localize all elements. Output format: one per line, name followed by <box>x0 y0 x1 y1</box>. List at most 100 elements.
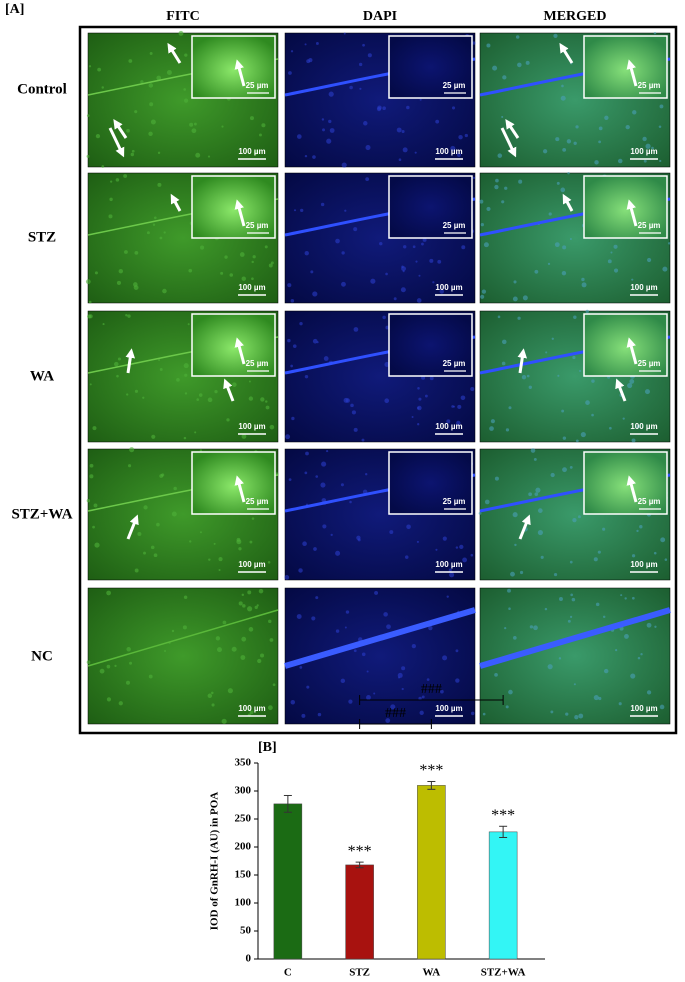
cell <box>526 374 530 378</box>
cell <box>653 31 657 35</box>
cell <box>268 263 273 268</box>
cell <box>292 344 297 348</box>
cell <box>157 151 161 155</box>
cell <box>260 653 265 658</box>
cell <box>580 432 586 438</box>
cell <box>518 179 523 184</box>
micrograph: 100 µm <box>86 587 279 725</box>
cell <box>301 713 306 718</box>
cell <box>312 155 316 159</box>
cell <box>241 276 246 281</box>
cell <box>374 590 379 595</box>
cell <box>486 43 491 48</box>
cell <box>613 244 618 249</box>
cell <box>497 153 503 158</box>
cell <box>534 269 539 274</box>
cell <box>579 369 582 373</box>
cell <box>199 531 202 534</box>
cell <box>416 298 422 303</box>
cell <box>530 448 536 453</box>
cell <box>328 119 332 124</box>
cell <box>251 277 254 281</box>
cell <box>664 558 668 561</box>
arrow <box>562 193 574 212</box>
cell <box>359 87 362 90</box>
cell <box>267 705 273 711</box>
arrow <box>113 119 128 139</box>
cell <box>306 59 311 64</box>
cell <box>504 186 508 190</box>
cell <box>609 426 612 430</box>
row-label: STZ+WA <box>11 506 72 522</box>
arrow <box>234 475 246 503</box>
cell <box>241 636 247 642</box>
cell <box>479 199 484 204</box>
cell <box>384 398 390 404</box>
cell <box>642 136 647 142</box>
cell <box>547 262 551 266</box>
bar <box>417 785 446 960</box>
cell <box>343 397 349 403</box>
cell <box>462 557 468 563</box>
cell <box>257 658 262 664</box>
cell <box>602 615 606 619</box>
y-axis-label: IOD of GnRH-I (AU) in POA <box>209 792 221 930</box>
cell <box>248 396 254 401</box>
micrograph: 100 µm 25 µm <box>284 172 476 304</box>
cell <box>537 508 543 513</box>
cell <box>534 492 539 496</box>
cell <box>208 558 211 561</box>
cell <box>241 593 245 597</box>
cell <box>335 238 340 244</box>
cell <box>397 676 401 679</box>
cell <box>173 486 177 491</box>
cell <box>385 718 391 723</box>
arrow <box>626 199 638 227</box>
cell <box>560 187 566 193</box>
cell <box>183 595 188 600</box>
cell <box>359 62 363 67</box>
cell <box>456 420 461 426</box>
cell <box>199 449 203 452</box>
cell <box>188 268 193 273</box>
row-label: WA <box>30 368 54 384</box>
cell <box>207 155 211 158</box>
cell <box>86 499 91 503</box>
cell <box>569 615 573 619</box>
cell <box>421 695 425 699</box>
cell <box>226 418 230 422</box>
cell <box>149 51 153 55</box>
cell <box>533 625 538 631</box>
cell <box>396 127 402 133</box>
cell <box>581 277 585 282</box>
cell <box>545 351 548 354</box>
cell <box>92 525 95 529</box>
cell <box>514 543 517 547</box>
cell <box>129 447 135 453</box>
arrow <box>517 348 528 374</box>
cell <box>622 417 625 420</box>
cell <box>544 607 548 611</box>
inset-scale-label: 25 µm <box>246 497 269 506</box>
cell <box>370 278 376 284</box>
cell <box>183 363 189 369</box>
cell <box>353 649 357 653</box>
inset-scale-label: 25 µm <box>443 359 466 368</box>
cell <box>304 43 307 46</box>
scale-label: 100 µm <box>238 147 265 156</box>
cell <box>403 245 407 249</box>
cell <box>422 237 427 242</box>
inset-scale-label: 25 µm <box>638 497 661 506</box>
cell <box>249 710 254 715</box>
cell <box>94 271 98 275</box>
cell <box>502 75 507 80</box>
error-bar <box>499 825 508 838</box>
cell <box>560 95 566 101</box>
arrow <box>223 378 235 402</box>
cell <box>162 288 167 294</box>
inset-scale-label: 25 µm <box>246 81 269 90</box>
cell <box>455 649 459 653</box>
cell <box>148 674 153 679</box>
cell <box>123 174 128 178</box>
